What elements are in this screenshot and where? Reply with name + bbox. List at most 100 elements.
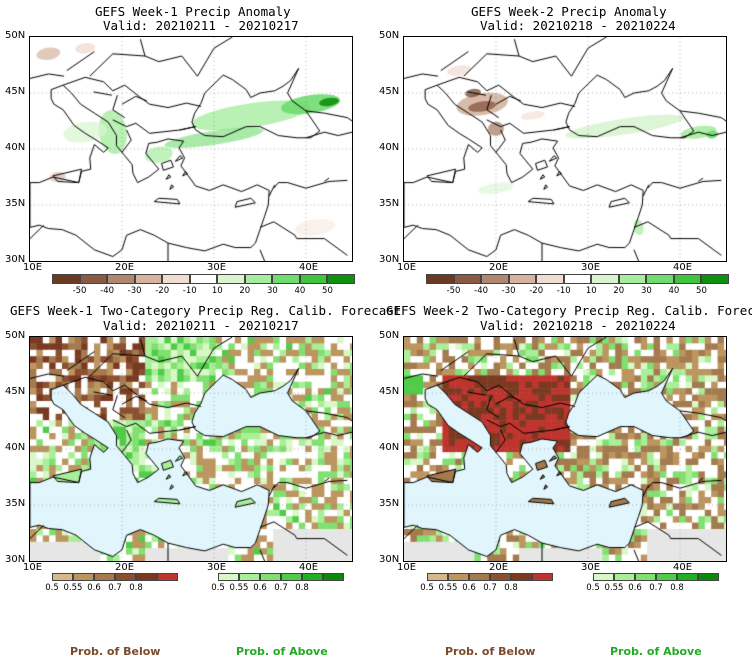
lon-tick-label: 40E <box>299 562 319 573</box>
colorbar-segment <box>239 573 260 581</box>
colorbar-tick-label: 20 <box>239 286 251 296</box>
lat-tick-label: 50N <box>379 330 400 341</box>
prob-above-colorbar <box>593 573 719 581</box>
colorbar-tick-label: 0.6 <box>253 583 267 593</box>
colorbar-segment <box>134 274 163 284</box>
colorbar-segment <box>52 573 73 581</box>
map-week1-probability <box>29 336 353 562</box>
colorbar-tick-label: -20 <box>155 286 170 296</box>
lat-tick-label: 30N <box>379 254 400 265</box>
lat-tick-label: 35N <box>379 198 400 209</box>
colorbar-tick-label: -20 <box>529 286 544 296</box>
lat-tick-label: 30N <box>5 254 26 265</box>
anomaly-colorbar <box>426 274 729 284</box>
colorbar-segment <box>136 573 157 581</box>
lat-tick-label: 50N <box>379 30 400 41</box>
colorbar-segment <box>327 274 355 284</box>
colorbar-segment <box>511 573 532 581</box>
colorbar-tick-label: 0.55 <box>438 583 458 593</box>
lat-tick-label: 40N <box>5 142 26 153</box>
lat-tick-label: 30N <box>5 554 26 565</box>
prob-above-label: Prob. of Above <box>236 645 328 658</box>
colorbar-segment <box>618 274 647 284</box>
prob-below-colorbar <box>52 573 178 581</box>
colorbar-segment <box>673 274 702 284</box>
lon-tick-label: 40E <box>299 262 319 273</box>
colorbar-segment <box>698 573 719 581</box>
colorbar-segment <box>453 274 482 284</box>
colorbar-tick-label: 0.7 <box>483 583 497 593</box>
lon-tick-label: 20E <box>489 562 509 573</box>
lon-tick-label: 20E <box>489 262 509 273</box>
panel-title: GEFS Week-1 Precip Anomaly <box>95 4 291 19</box>
colorbar-tick-label: 0.5 <box>45 583 59 593</box>
colorbar-segment <box>563 274 592 284</box>
colorbar-tick-label: 0.5 <box>420 583 434 593</box>
colorbar-segment <box>469 573 490 581</box>
colorbar-segment <box>260 573 281 581</box>
map-week1-anomaly <box>29 36 353 262</box>
lat-tick-label: 45N <box>5 86 26 97</box>
colorbar-segment <box>157 573 178 581</box>
colorbar-tick-label: -40 <box>100 286 115 296</box>
lon-tick-label: 20E <box>115 262 135 273</box>
colorbar-tick-label: 0.55 <box>604 583 624 593</box>
colorbar-segment <box>448 573 469 581</box>
colorbar-tick-label: 50 <box>322 286 333 296</box>
panel-valid-dates: Valid: 20210211 - 20210217 <box>103 318 299 333</box>
lat-tick-label: 35N <box>379 498 400 509</box>
colorbar-tick-label: 20 <box>613 286 625 296</box>
lon-tick-label: 30E <box>207 262 227 273</box>
colorbar-segment <box>79 274 108 284</box>
lon-tick-label: 10E <box>397 562 417 573</box>
lon-tick-label: 20E <box>115 562 135 573</box>
colorbar-segment <box>218 573 239 581</box>
lat-tick-label: 35N <box>5 198 26 209</box>
lat-tick-label: 35N <box>5 498 26 509</box>
colorbar-segment <box>73 573 94 581</box>
lon-tick-label: 30E <box>207 562 227 573</box>
colorbar-tick-label: 0.7 <box>649 583 663 593</box>
colorbar-segment <box>107 274 135 284</box>
lon-tick-label: 40E <box>673 262 693 273</box>
colorbar-tick-label: 10 <box>585 286 597 296</box>
lat-tick-label: 50N <box>5 30 26 41</box>
colorbar-segment <box>701 274 729 284</box>
lon-tick-label: 30E <box>581 562 601 573</box>
colorbar-segment <box>426 274 454 284</box>
lat-tick-label: 50N <box>5 330 26 341</box>
lat-tick-label: 45N <box>379 386 400 397</box>
colorbar-segment <box>591 274 619 284</box>
colorbar-segment <box>272 274 300 284</box>
colorbar-segment <box>302 573 323 581</box>
colorbar-tick-label: 30 <box>266 286 278 296</box>
colorbar-segment <box>614 573 635 581</box>
colorbar-segment <box>593 573 614 581</box>
colorbar-segment <box>244 274 273 284</box>
colorbar-segment <box>635 573 656 581</box>
colorbar-segment <box>323 573 344 581</box>
prob-below-label: Prob. of Below <box>445 645 536 658</box>
colorbar-tick-label: 0.8 <box>129 583 143 593</box>
colorbar-tick-label: 0.7 <box>108 583 122 593</box>
colorbar-tick-label: 0.55 <box>63 583 83 593</box>
colorbar-segment <box>646 274 674 284</box>
lat-tick-label: 40N <box>379 142 400 153</box>
colorbar-tick-label: -10 <box>556 286 571 296</box>
anomaly-colorbar <box>52 274 355 284</box>
prob-below-label: Prob. of Below <box>70 645 161 658</box>
lat-tick-label: 45N <box>5 386 26 397</box>
colorbar-segment <box>162 274 190 284</box>
colorbar-tick-label: 0.55 <box>229 583 249 593</box>
prob-above-colorbar <box>218 573 344 581</box>
colorbar-segment <box>52 274 80 284</box>
colorbar-segment <box>189 274 218 284</box>
colorbar-tick-label: -10 <box>182 286 197 296</box>
colorbar-tick-label: 40 <box>294 286 306 296</box>
colorbar-segment <box>115 573 136 581</box>
prob-below-colorbar <box>427 573 553 581</box>
colorbar-tick-label: -30 <box>127 286 142 296</box>
lon-tick-label: 10E <box>23 562 43 573</box>
lat-tick-label: 45N <box>379 86 400 97</box>
colorbar-segment <box>508 274 537 284</box>
